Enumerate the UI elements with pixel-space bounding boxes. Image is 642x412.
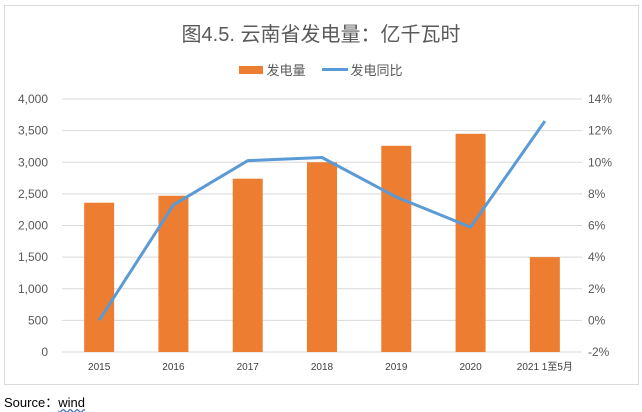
x-tick-label: 2017 — [237, 362, 260, 373]
y-left-tick-label: 1,500 — [18, 250, 48, 264]
chart-title: 图4.5. 云南省发电量：亿千瓦时 — [181, 24, 461, 46]
chart-frame — [4, 5, 639, 385]
y-right-tick-label: 4% — [588, 250, 606, 264]
y-left-tick-label: 0 — [41, 345, 48, 359]
y-right-tick-label: 6% — [588, 219, 606, 233]
y-right-tick-label: 2% — [588, 282, 606, 296]
x-tick-label: 2015 — [88, 362, 111, 373]
bar-2020 — [455, 133, 486, 352]
x-tick-label: 2016 — [162, 362, 185, 373]
bar-2017 — [232, 178, 263, 352]
y-right-tick-label: 14% — [588, 92, 612, 106]
y-right-tick-label: 0% — [588, 313, 606, 327]
legend-swatch-bar — [239, 65, 264, 74]
x-tick-label: 2019 — [385, 362, 408, 373]
bar-2021 1至5月 — [529, 257, 560, 352]
y-left-tick-label: 1,000 — [18, 282, 48, 296]
bar-2015 — [84, 202, 115, 352]
source-value: wind — [58, 395, 85, 410]
legend-label: 发电量 — [266, 63, 306, 78]
y-left-tick-label: 3,500 — [18, 124, 48, 138]
y-right-tick-label: 10% — [588, 155, 612, 169]
source-note: Source：wind — [4, 392, 85, 411]
y-left-tick-label: 2,500 — [18, 187, 48, 201]
bar-2019 — [381, 145, 412, 352]
y-right-tick-label: 12% — [588, 124, 612, 138]
legend-label: 发电同比 — [350, 63, 403, 78]
y-left-tick-label: 2,000 — [18, 219, 48, 233]
y-left-tick-label: 500 — [28, 313, 48, 327]
x-tick-label: 2021 1至5月 — [517, 361, 573, 373]
x-tick-label: 2018 — [311, 362, 334, 373]
legend-swatch-line — [321, 68, 348, 71]
y-left-tick-label: 4,000 — [18, 92, 48, 106]
legend-item-bar: 发电量 — [239, 60, 306, 79]
y-right-tick-label: -2% — [588, 345, 610, 359]
legend: 发电量 发电同比 — [0, 60, 642, 79]
y-left-tick-label: 3,000 — [18, 155, 48, 169]
y-right-tick-label: 8% — [588, 187, 606, 201]
bar-2018 — [307, 162, 337, 352]
legend-item-line: 发电同比 — [321, 60, 403, 79]
x-tick-label: 2020 — [459, 362, 482, 373]
source-label: Source： — [4, 395, 59, 410]
